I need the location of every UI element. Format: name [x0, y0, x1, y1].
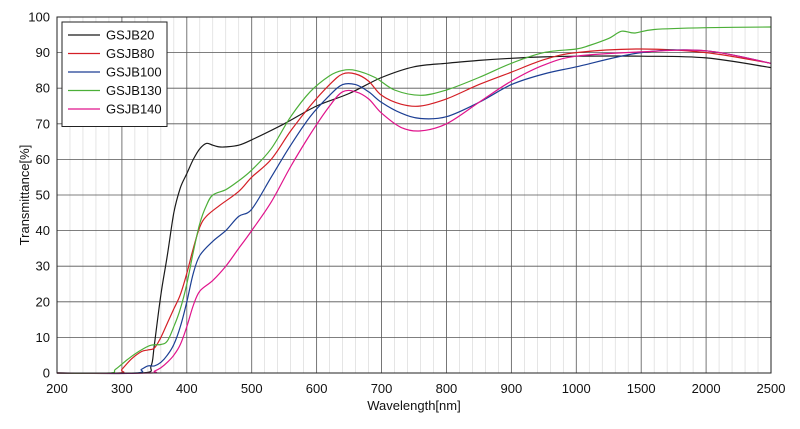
x-tick-label: 1500	[627, 381, 656, 396]
y-tick-label: 10	[36, 330, 50, 345]
legend-label-gsjb140: GSJB140	[106, 102, 162, 117]
y-tick-label: 40	[36, 223, 50, 238]
x-tick-label: 400	[176, 381, 198, 396]
y-tick-label: 100	[28, 10, 50, 25]
y-tick-label: 80	[36, 81, 50, 96]
x-tick-label: 800	[436, 381, 458, 396]
series-line-gsjb130	[56, 26, 772, 374]
series-line-gsjb140	[56, 49, 772, 374]
x-axis-title: Wavelength[nm]	[367, 398, 460, 413]
y-tick-label: 20	[36, 294, 50, 309]
x-tick-label: 200	[46, 381, 68, 396]
x-tick-label: 500	[241, 381, 263, 396]
plot-frame	[56, 16, 772, 374]
y-tick-label: 0	[43, 366, 50, 381]
y-tick-label: 30	[36, 259, 50, 274]
series-line-gsjb20	[56, 55, 772, 375]
x-tick-label: 900	[501, 381, 523, 396]
tick-labels: 200 300 400 500 600 700 800 900 1000 1500 2000 2500…	[28, 10, 785, 397]
legend-label-gsjb130: GSJB130	[106, 83, 162, 98]
y-tick-label: 90	[36, 45, 50, 60]
legend: GSJB20 GSJB80 GSJB100 GSJB130 GSJB140	[61, 21, 168, 127]
y-axis-title: Transmittance[%]	[17, 145, 32, 246]
y-tick-label: 60	[36, 152, 50, 167]
x-tick-label: 600	[306, 381, 328, 396]
series-line-gsjb100	[56, 49, 772, 374]
x-tick-label: 2000	[692, 381, 721, 396]
y-tick-label: 50	[36, 188, 50, 203]
x-tick-label: 1000	[562, 381, 591, 396]
legend-label-gsjb20: GSJB20	[106, 28, 154, 43]
x-tick-label: 700	[371, 381, 393, 396]
x-tick-label: 2500	[757, 381, 786, 396]
legend-label-gsjb100: GSJB100	[106, 65, 162, 80]
series-line-gsjb80	[56, 48, 772, 374]
x-tick-label: 300	[111, 381, 133, 396]
series-lines	[56, 26, 772, 375]
legend-label-gsjb80: GSJB80	[106, 46, 154, 61]
y-tick-label: 70	[36, 116, 50, 131]
